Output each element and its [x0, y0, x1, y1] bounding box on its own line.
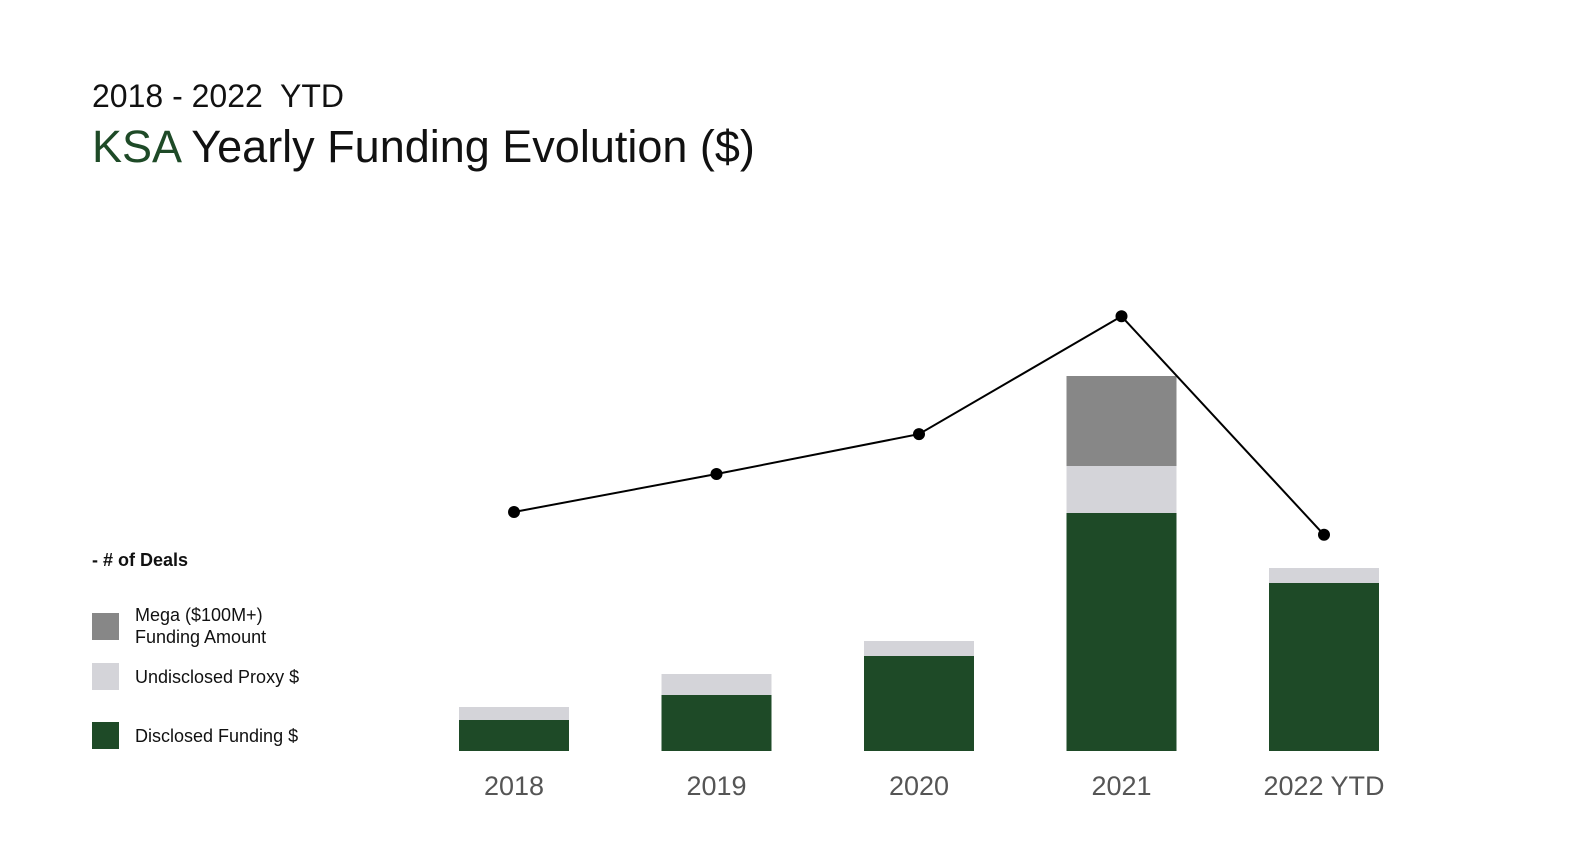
title-accent: KSA	[92, 121, 180, 172]
x-tick-label-0: 2018	[484, 771, 544, 801]
bar-disclosed-0	[459, 720, 569, 751]
legend-label-mega: Mega ($100M+) Funding Amount	[135, 604, 266, 648]
x-tick-label-4: 2022 YTD	[1263, 771, 1384, 801]
legend-deals-label: - # of Deals	[92, 550, 189, 570]
bar-undisclosed-4	[1269, 568, 1379, 583]
bar-disclosed-4	[1269, 583, 1379, 751]
bar-undisclosed-2	[864, 641, 974, 656]
legend-label-mega-line2: Funding Amount	[135, 627, 267, 647]
bar-mega-3	[1066, 376, 1177, 466]
legend-label-undisclosed: Undisclosed Proxy $	[135, 666, 300, 687]
bar-disclosed-3	[1066, 513, 1177, 751]
x-tick-label-3: 2021	[1091, 771, 1151, 801]
bar-undisclosed-1	[661, 674, 772, 695]
deals-point-3	[1115, 310, 1128, 323]
deals-point-1	[710, 468, 723, 480]
bar-disclosed-2	[864, 656, 974, 751]
legend-item-mega: Mega ($100M+) Funding Amount	[92, 604, 266, 648]
bar-disclosed-1	[661, 695, 772, 751]
bar-undisclosed-3	[1066, 466, 1177, 513]
legend-swatch-disclosed	[92, 722, 119, 749]
bar-undisclosed-0	[459, 707, 569, 720]
legend-swatch-mega	[92, 612, 119, 640]
deals-line	[513, 315, 1325, 536]
legend-item-undisclosed: Undisclosed Proxy $	[92, 663, 299, 690]
deals-point-2	[913, 428, 925, 441]
legend-label-disclosed: Disclosed Funding $	[135, 725, 299, 746]
legend-label-mega-line1: Mega ($100M+)	[135, 605, 263, 625]
title-text: Yearly Funding Evolution ($)	[179, 121, 755, 172]
chart-subtitle: 2018 - 2022 YTD	[92, 78, 345, 114]
x-tick-label-1: 2019	[686, 771, 746, 801]
deals-point-0	[508, 506, 520, 518]
deals-point-4	[1318, 528, 1330, 541]
legend-swatch-undisclosed	[92, 663, 119, 690]
legend-item-disclosed: Disclosed Funding $	[92, 722, 298, 749]
x-tick-label-2: 2020	[889, 771, 949, 801]
chart-title: KSA Yearly Funding Evolution ($)	[92, 121, 755, 173]
